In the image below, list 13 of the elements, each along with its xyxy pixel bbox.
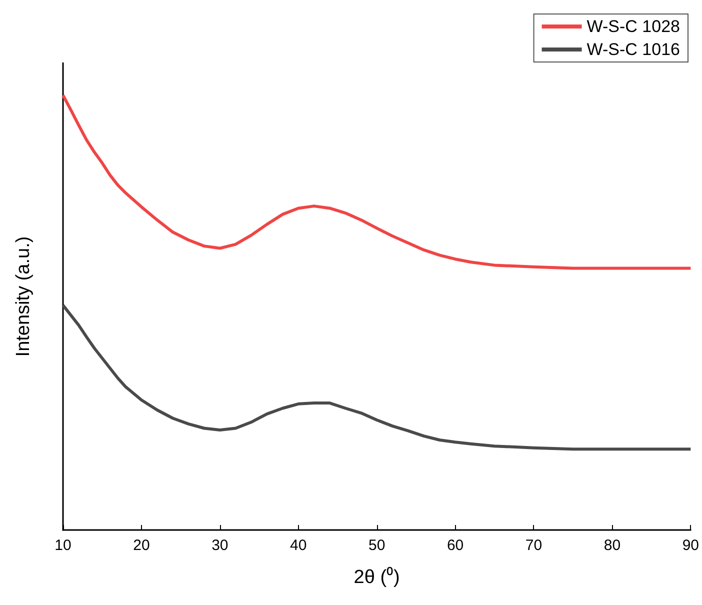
x-tick-label: 20	[133, 537, 150, 554]
x-tick-label: 40	[290, 537, 307, 554]
x-tick-label: 70	[525, 537, 542, 554]
x-axis-title: 2θ (⁰)	[354, 566, 400, 588]
x-tick-label: 10	[54, 537, 72, 554]
x-tick-label: 80	[604, 537, 621, 554]
y-axis-title: Intensity (a.u.)	[13, 236, 34, 357]
legend-label: W-S-C 1016	[586, 40, 680, 59]
x-tick-label: 50	[368, 537, 386, 554]
legend-label: W-S-C 1028	[586, 17, 680, 36]
x-tick-label: 90	[682, 537, 699, 554]
x-tick-label: 60	[446, 537, 464, 554]
x-tick-label: 30	[212, 537, 228, 554]
